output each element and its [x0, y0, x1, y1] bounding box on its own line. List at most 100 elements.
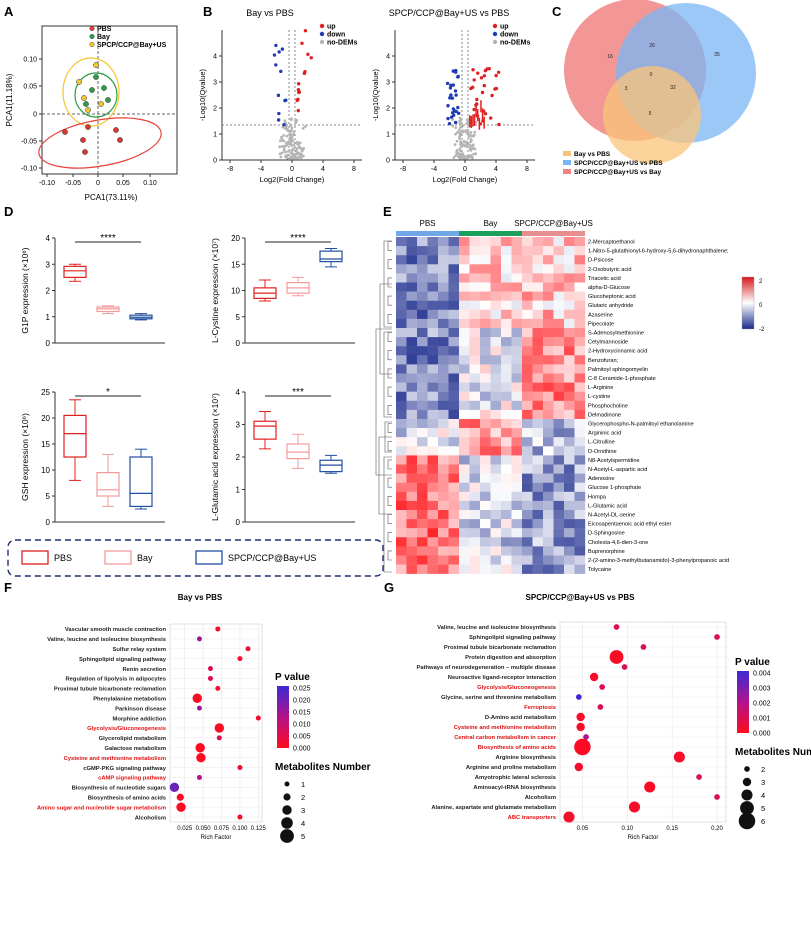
pathway-label: ABC transporters	[508, 815, 556, 821]
heatmap-cell	[480, 500, 491, 511]
heatmap-cell	[511, 473, 523, 483]
heatmap-cell	[574, 419, 586, 429]
heatmap-cell	[511, 382, 523, 392]
heatmap-cell	[501, 355, 512, 365]
no-dem-point	[285, 134, 289, 138]
bubble-point	[176, 793, 184, 801]
heatmap-cell	[396, 455, 407, 465]
heatmap-cell	[564, 537, 575, 547]
venn-count: 26	[649, 43, 655, 49]
pca-point-bay	[105, 97, 111, 103]
no-dem-point	[459, 140, 463, 144]
legend-label: Bay	[97, 34, 110, 41]
heatmap-cell	[490, 510, 502, 520]
heatmap-cell	[532, 318, 544, 329]
heatmap-row-label: L-Arginine	[588, 385, 614, 391]
heatmap-cell	[427, 510, 439, 520]
up-point	[494, 73, 498, 78]
heatmap-cell	[459, 519, 470, 529]
heatmap-cell	[438, 564, 449, 574]
no-dem-point	[292, 130, 296, 134]
heatmap-cell	[553, 346, 565, 356]
bubble-point	[216, 735, 222, 741]
heatmap-cell	[396, 237, 407, 247]
heatmap-cell	[396, 382, 407, 392]
heatmap-cell	[532, 400, 544, 411]
heatmap-cell	[469, 482, 481, 492]
legend-swatch	[563, 169, 571, 174]
tick-label: 0.15	[666, 826, 678, 832]
tick-label: -0.10	[39, 180, 55, 187]
heatmap-cell	[396, 328, 407, 338]
pvalue-colorbar	[737, 671, 749, 733]
heatmap-cell	[564, 473, 575, 483]
down-point	[279, 69, 283, 74]
no-dem-point	[279, 135, 283, 139]
dendrogram-branch	[383, 331, 392, 418]
no-dem-point	[456, 130, 459, 134]
heatmap-cell	[553, 555, 565, 565]
down-point	[451, 83, 455, 87]
heatmap-cell	[469, 328, 481, 338]
tick-label: 4	[321, 166, 325, 173]
heatmap-cell	[511, 409, 523, 420]
no-dem-point	[454, 154, 458, 157]
heatmap-cell	[574, 364, 586, 374]
heatmap-cell	[480, 400, 491, 411]
heatmap-cell	[574, 328, 586, 338]
pca-point-bay	[101, 85, 107, 91]
heatmap-cell	[480, 337, 491, 347]
heatmap-cell	[522, 291, 533, 301]
no-dem-point	[464, 130, 468, 134]
heatmap-cell	[501, 300, 512, 310]
heatmap-cell	[490, 537, 502, 547]
tick-label: 25	[41, 388, 50, 397]
heatmap-cell	[438, 255, 449, 265]
dendrogram-branch	[387, 332, 392, 342]
venn-count: 32	[670, 85, 676, 91]
heatmap-cell	[469, 246, 481, 256]
heatmap-cell	[574, 446, 586, 456]
legend-swatch	[21, 550, 49, 565]
heatmap-cell	[532, 246, 544, 256]
bubble-point	[207, 666, 213, 672]
legend-label: SPCP/CCP@Bay+US	[97, 42, 167, 49]
heatmap-cell	[417, 428, 428, 438]
heatmap-cell	[532, 546, 544, 556]
tick-label: 3	[386, 80, 390, 87]
heatmap-cell	[564, 355, 575, 365]
heatmap-cell	[469, 419, 481, 429]
heatmap-cell	[406, 328, 418, 338]
dendrogram-branch	[387, 314, 392, 324]
heatmap-cell	[480, 264, 491, 274]
heatmap-cell	[396, 409, 407, 420]
heatmap-cell	[448, 537, 460, 547]
heatmap-cell	[427, 437, 439, 447]
heatmap-cell	[553, 491, 565, 502]
heatmap-cell	[469, 428, 481, 438]
heatmap-cell	[574, 482, 586, 492]
pathway-label: Proximal tubule bicarbonate reclamation	[54, 687, 167, 693]
heatmap-row-label: N8-Acetylspermidine	[588, 458, 640, 464]
no-dem-point	[473, 130, 477, 134]
down-point	[282, 123, 286, 127]
heatmap-cell	[543, 300, 554, 310]
heatmap-cell	[511, 491, 523, 502]
heatmap-cell	[511, 355, 523, 365]
bubble-point	[640, 644, 647, 650]
heatmap-cell	[459, 373, 470, 383]
heatmap-cell	[532, 409, 544, 420]
heatmap-cell	[532, 419, 544, 429]
tick-label: 15	[231, 260, 240, 269]
dendrogram-branch	[387, 241, 392, 251]
heatmap-cell	[501, 455, 512, 465]
tick-label: 8	[525, 166, 529, 173]
heatmap-cell	[417, 282, 428, 292]
heatmap-cell	[522, 482, 533, 492]
heatmap-cell	[511, 300, 523, 310]
heatmap-row-label: Delmadinone	[588, 412, 621, 418]
heatmap-cell	[553, 528, 565, 538]
heatmap-cell	[574, 437, 586, 447]
pca-point-ccp	[81, 95, 87, 101]
heatmap-cell	[511, 546, 523, 556]
